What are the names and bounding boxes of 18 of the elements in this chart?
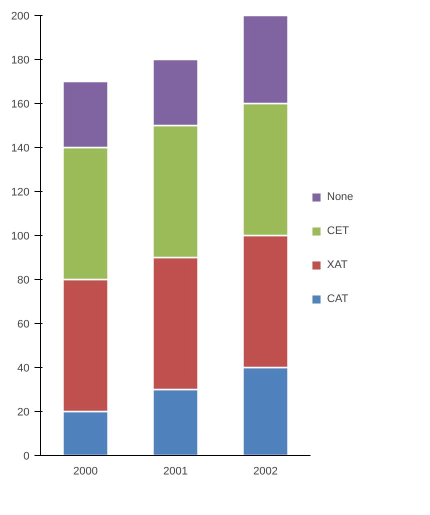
y-tick-label: 60 [17, 318, 30, 330]
y-tick-label: 140 [11, 142, 30, 154]
y-tick-label: 160 [11, 98, 30, 110]
y-tick-label: 180 [11, 54, 30, 66]
x-tick-label: 2000 [73, 466, 98, 478]
y-tick-label: 40 [17, 362, 30, 374]
legend-label: None [327, 191, 354, 203]
x-tick-label: 2001 [163, 466, 188, 478]
legend-label: CET [327, 225, 349, 237]
y-tick-label: 120 [11, 186, 30, 198]
y-tick-label: 80 [17, 274, 30, 286]
legend-label: CAT [327, 293, 348, 305]
y-tick-label: 0 [23, 450, 30, 462]
x-tick-label: 2002 [253, 466, 278, 478]
y-tick-label: 20 [17, 406, 30, 418]
y-tick-label: 200 [11, 10, 30, 22]
legend-label: XAT [327, 259, 348, 271]
y-tick-label: 100 [11, 230, 30, 242]
